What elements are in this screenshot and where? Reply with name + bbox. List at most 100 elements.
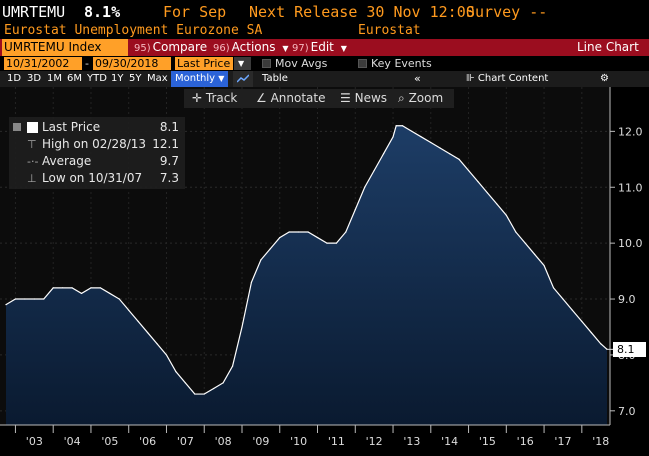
zoom-button[interactable]: ⌕ Zoom [398, 89, 443, 108]
data-point [335, 242, 337, 244]
data-point [562, 298, 564, 300]
x-tick-label: '04 [64, 435, 81, 448]
x-tick-label: '13 [403, 435, 420, 448]
data-point [269, 248, 271, 250]
series-line [5, 125, 608, 395]
collapse-icon[interactable] [13, 123, 21, 131]
data-point [165, 354, 168, 356]
data-point [5, 304, 7, 306]
track-button[interactable]: ✛ Track [192, 89, 237, 108]
security-header: UMRTEMU 8.1% For Sep Next Release 30 Nov… [0, 0, 649, 24]
magnifier-icon: ⌕ [398, 91, 405, 105]
data-point [439, 147, 441, 149]
edit-button[interactable]: 97) Edit ▼ [292, 39, 347, 56]
gear-icon[interactable]: ⚙ [600, 73, 609, 84]
edit-label: Edit [310, 40, 334, 54]
compare-button[interactable]: 95) Compare [134, 39, 207, 56]
chart-tools-bar: ✛ Track ∠ Annotate ☰ News ⌕ Zoom [184, 89, 454, 108]
data-point [477, 181, 479, 183]
key-events-checkbox[interactable] [358, 59, 367, 68]
track-label: Track [205, 91, 238, 105]
last-value-tag: 8.1 [613, 342, 646, 358]
x-tick-label: '05 [101, 435, 118, 448]
data-point [395, 125, 397, 127]
legend-last-price: Last Price 8.1 [9, 119, 185, 136]
data-point [156, 343, 158, 345]
crosshair-icon: ✛ [192, 91, 203, 105]
date-range-bar: 10/31/2002 - 09/30/2018 Last Price ▼ Mov… [0, 56, 649, 71]
table-button[interactable]: Table [262, 73, 288, 84]
price-field-select[interactable]: Last Price [175, 57, 233, 70]
data-point [184, 382, 186, 384]
data-point [373, 169, 375, 172]
compare-number: 95) [134, 43, 151, 54]
range-1m-button[interactable]: 1M [47, 73, 62, 84]
x-tick-label: '17 [554, 435, 571, 448]
chart-content-button[interactable]: ⊪ Chart Content [466, 71, 548, 87]
news-label: News [354, 91, 388, 105]
compare-label: Compare [152, 40, 208, 54]
data-point [213, 387, 215, 390]
data-point [194, 393, 196, 395]
range-ytd-button[interactable]: YTD [87, 73, 107, 84]
x-tick-label: '18 [592, 435, 609, 448]
data-point [62, 287, 64, 289]
mov-avgs-checkbox[interactable] [262, 59, 271, 68]
security-source: Eurostat [358, 23, 421, 38]
y-tick-label: 7.0 [618, 405, 636, 418]
legend-high-label: High on 02/28/13 [42, 137, 147, 151]
chevron-down-icon: ▼ [340, 44, 347, 53]
x-tick-label: '03 [26, 435, 43, 448]
data-point [430, 141, 432, 144]
data-point [118, 298, 120, 300]
data-point [486, 192, 489, 194]
data-point [420, 136, 422, 138]
news-button[interactable]: ☰ News [340, 89, 387, 108]
chart-style-icon[interactable] [233, 71, 253, 87]
annotate-label: Annotate [270, 91, 326, 105]
menu-bar: UMRTEMU Index 95) Compare 96) Actions ▼ 97… [0, 39, 649, 56]
data-point [392, 136, 394, 138]
data-point [382, 153, 385, 155]
last-value: 8.1% [84, 3, 121, 21]
data-point [298, 231, 300, 233]
legend-low: ⊥ Low on 10/31/07 7.3 [9, 170, 185, 187]
low-marker-icon: ⊥ [27, 172, 37, 185]
data-point [364, 186, 366, 188]
data-point [571, 309, 573, 311]
chart-area[interactable]: 12.011.010.09.08.07.0'03'04'05'06'07'08'… [0, 87, 649, 456]
collapse-arrows-icon[interactable]: « [414, 72, 421, 85]
actions-label: Actions [231, 40, 276, 54]
range-max-button[interactable]: Max [147, 73, 168, 84]
data-point [326, 242, 328, 244]
start-date-field[interactable]: 10/31/2002 [4, 57, 82, 70]
range-1d-button[interactable]: 1D [7, 73, 22, 84]
ticker-index-field[interactable]: UMRTEMU Index [2, 39, 128, 56]
actions-button[interactable]: 96) Actions ▼ [213, 39, 288, 56]
range-3d-button[interactable]: 3D [27, 73, 42, 84]
frequency-select[interactable]: Monthly ▼ [171, 71, 229, 87]
data-point [33, 298, 35, 300]
end-date-field[interactable]: 09/30/2018 [93, 57, 171, 70]
legend-low-value: 7.3 [159, 171, 179, 185]
data-point [109, 292, 111, 295]
x-tick-label: '08 [215, 435, 232, 448]
x-tick-label: '11 [328, 435, 345, 448]
range-6m-button[interactable]: 6M [67, 73, 82, 84]
chevron-down-icon: ▼ [238, 59, 245, 68]
data-point [24, 298, 26, 300]
range-1y-button[interactable]: 1Y [111, 73, 124, 84]
y-tick-label: 12.0 [618, 125, 643, 138]
range-5y-button[interactable]: 5Y [129, 73, 142, 84]
chevron-down-icon: ▼ [218, 74, 225, 83]
data-point [231, 365, 234, 367]
actions-number: 96) [213, 43, 230, 54]
annotate-button[interactable]: ∠ Annotate [256, 89, 326, 108]
price-field-dropdown-button[interactable]: ▼ [234, 57, 251, 70]
chart-legend: Last Price 8.1 ⊤ High on 02/28/13 12.1 -… [9, 117, 185, 189]
data-point [467, 169, 470, 172]
security-description: Eurostat Unemployment Eurozone SA Eurost… [0, 23, 649, 39]
x-tick-label: '14 [441, 435, 458, 448]
security-name: Eurostat Unemployment Eurozone SA [4, 23, 263, 38]
data-point [250, 281, 253, 283]
